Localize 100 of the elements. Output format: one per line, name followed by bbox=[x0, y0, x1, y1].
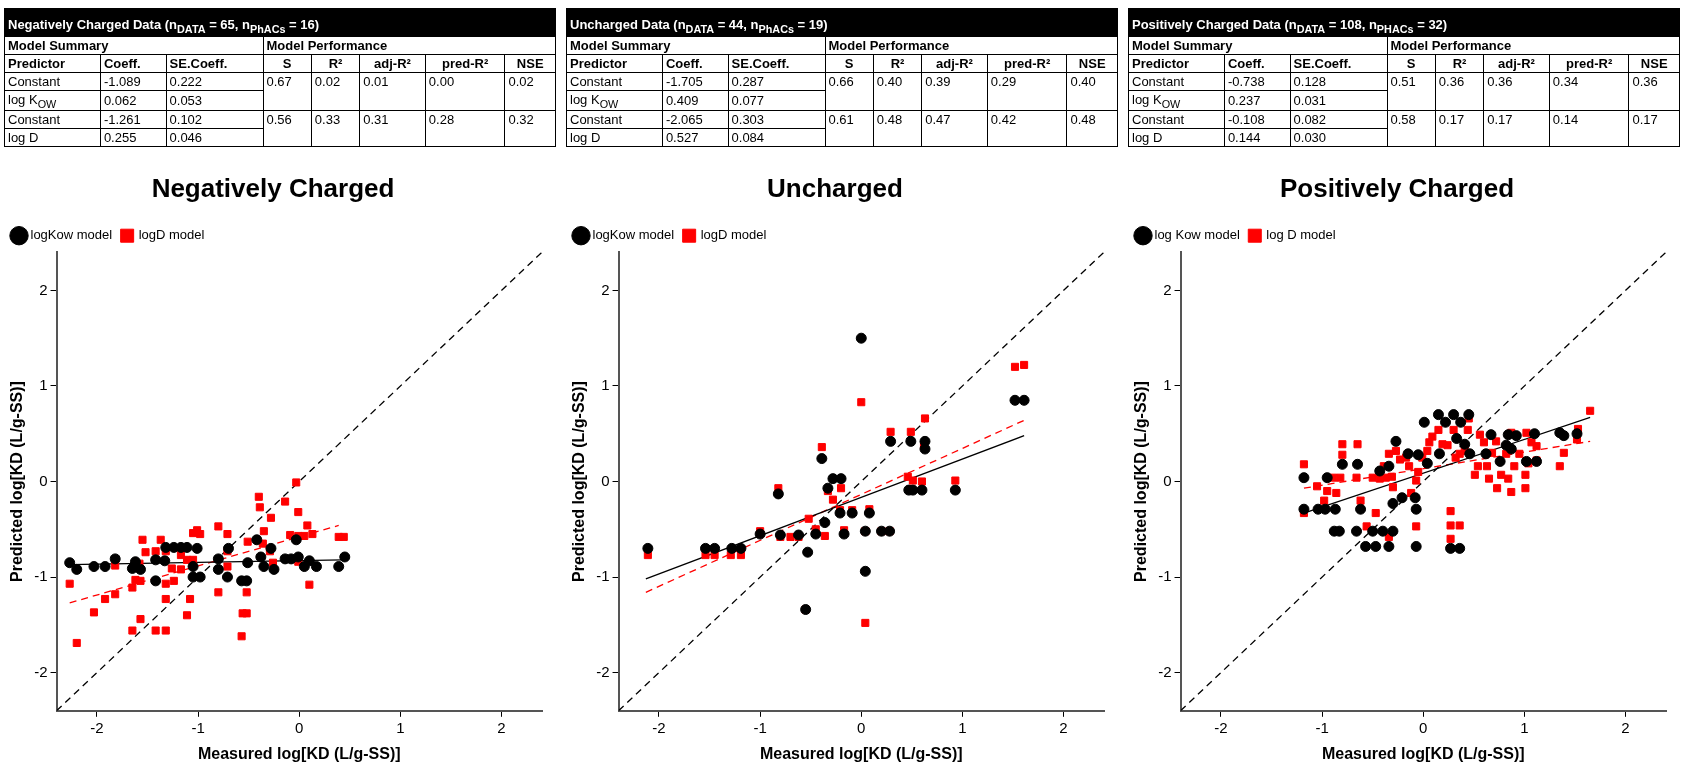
x-tick-label: -1 bbox=[191, 718, 205, 736]
text: SE.Coeff. bbox=[169, 55, 228, 71]
legend-label: logD model bbox=[700, 227, 767, 243]
x-tick-label: 2 bbox=[497, 718, 506, 736]
text: 0.02 bbox=[508, 73, 534, 89]
text: 0.287 bbox=[731, 73, 765, 89]
legend-label: logKow model bbox=[30, 227, 113, 243]
y-axis-title: Predicted log[KD (L/g-SS)] bbox=[570, 381, 588, 582]
x-tick-label: 0 bbox=[857, 718, 866, 736]
x-tick-label: -1 bbox=[753, 718, 767, 736]
text: 0.527 bbox=[665, 130, 699, 146]
text: R² bbox=[328, 55, 343, 71]
text: pred-R² bbox=[442, 55, 489, 71]
text: Constant bbox=[570, 112, 623, 128]
text: Model Performance bbox=[1390, 37, 1512, 53]
text: 0.31 bbox=[363, 112, 389, 128]
text: -1.089 bbox=[103, 73, 141, 89]
x-tick-label: 2 bbox=[1621, 718, 1630, 736]
text: 0.082 bbox=[1293, 112, 1327, 128]
x-tick-label: 1 bbox=[396, 718, 405, 736]
text: -2.065 bbox=[665, 112, 703, 128]
text: 0.36 bbox=[1487, 73, 1513, 89]
text: Predictor bbox=[1132, 55, 1190, 71]
text: 0.32 bbox=[508, 112, 534, 128]
x-tick-label: 1 bbox=[1520, 718, 1529, 736]
text: log K$_{OW}$ bbox=[1132, 91, 1181, 110]
text: 0.053 bbox=[169, 92, 203, 108]
x-tick-label: 1 bbox=[958, 718, 967, 736]
legend-label: log D model bbox=[1266, 227, 1336, 243]
text: Constant bbox=[1132, 112, 1185, 128]
y-tick-label: -1 bbox=[596, 567, 610, 585]
text: 0.36 bbox=[1632, 73, 1658, 89]
text: Constant bbox=[1132, 73, 1185, 89]
text: 0.255 bbox=[103, 130, 137, 146]
text: 0.48 bbox=[1070, 112, 1096, 128]
text: log D bbox=[570, 130, 601, 146]
text: S bbox=[282, 55, 292, 71]
text: 0.00 bbox=[428, 73, 455, 89]
y-tick-label: -1 bbox=[34, 567, 48, 585]
text: pred-R² bbox=[1004, 55, 1051, 71]
text: pred-R² bbox=[1566, 55, 1613, 71]
legend-label: logKow model bbox=[592, 227, 675, 243]
text: Model Summary bbox=[1132, 37, 1233, 53]
text: -0.738 bbox=[1227, 73, 1265, 89]
x-tick-label: 0 bbox=[1419, 718, 1428, 736]
text: 0.67 bbox=[266, 73, 292, 89]
text: 0.409 bbox=[665, 92, 699, 108]
text: Coeff. bbox=[1227, 55, 1265, 71]
text: 0.28 bbox=[428, 112, 455, 128]
text: adj-R² bbox=[374, 55, 411, 71]
y-tick-label: -2 bbox=[1158, 662, 1172, 680]
y-axis-title: Predicted log[KD (L/g-SS)] bbox=[1132, 381, 1150, 582]
text: Model Summary bbox=[8, 37, 109, 53]
text: 0.077 bbox=[731, 92, 765, 108]
y-axis-title: Predicted log[KD (L/g-SS)] bbox=[8, 381, 26, 582]
x-tick-label: -2 bbox=[1214, 718, 1228, 736]
text: 0.062 bbox=[103, 92, 137, 108]
y-tick-label: 1 bbox=[601, 376, 610, 394]
text: 0.58 bbox=[1390, 112, 1416, 128]
text: R² bbox=[1452, 55, 1467, 71]
text: 0.01 bbox=[363, 73, 389, 89]
y-tick-label: -2 bbox=[596, 662, 610, 680]
text: 0.34 bbox=[1552, 73, 1579, 89]
chart-title: Negatively Charged bbox=[151, 172, 395, 203]
chart-title: Uncharged bbox=[767, 172, 903, 203]
text: 0.39 bbox=[925, 73, 951, 89]
text: 0.303 bbox=[731, 112, 765, 128]
text: 0.128 bbox=[1293, 73, 1327, 89]
text: log K$_{OW}$ bbox=[570, 91, 619, 110]
text: 0.046 bbox=[169, 130, 203, 146]
text: 0.40 bbox=[1070, 73, 1096, 89]
text: S bbox=[1406, 55, 1416, 71]
text: 0.40 bbox=[876, 73, 903, 89]
text: Predictor bbox=[570, 55, 628, 71]
y-tick-label: 1 bbox=[1163, 376, 1172, 394]
text: Model Performance bbox=[828, 37, 950, 53]
text: 0.17 bbox=[1487, 112, 1513, 128]
text: 0.030 bbox=[1293, 130, 1327, 146]
text: Constant bbox=[8, 73, 61, 89]
text: 0.237 bbox=[1227, 92, 1261, 108]
x-axis-title: Measured log[KD (L/g-SS)] bbox=[197, 744, 401, 762]
x-tick-label: 0 bbox=[295, 718, 304, 736]
text: Model Summary bbox=[570, 37, 671, 53]
text: 0.17 bbox=[1632, 112, 1658, 128]
text: Uncharged Data (n$_{DATA}$ = 44, n$_{PhACs}$ = 19) bbox=[570, 17, 828, 35]
text: 0.51 bbox=[1390, 73, 1416, 89]
text: NSE bbox=[1640, 55, 1668, 71]
x-tick-label: -2 bbox=[652, 718, 666, 736]
x-tick-label: 2 bbox=[1059, 718, 1068, 736]
x-axis-title: Measured log[KD (L/g-SS)] bbox=[1321, 744, 1525, 762]
text: R² bbox=[890, 55, 905, 71]
text: Model Performance bbox=[266, 37, 388, 53]
text: 0.42 bbox=[990, 112, 1017, 128]
text: SE.Coeff. bbox=[731, 55, 790, 71]
text: Coeff. bbox=[103, 55, 141, 71]
text: 0.031 bbox=[1293, 92, 1327, 108]
text: -1.705 bbox=[665, 73, 703, 89]
text: log D bbox=[8, 130, 39, 146]
text: S bbox=[844, 55, 854, 71]
text: 0.47 bbox=[925, 112, 951, 128]
